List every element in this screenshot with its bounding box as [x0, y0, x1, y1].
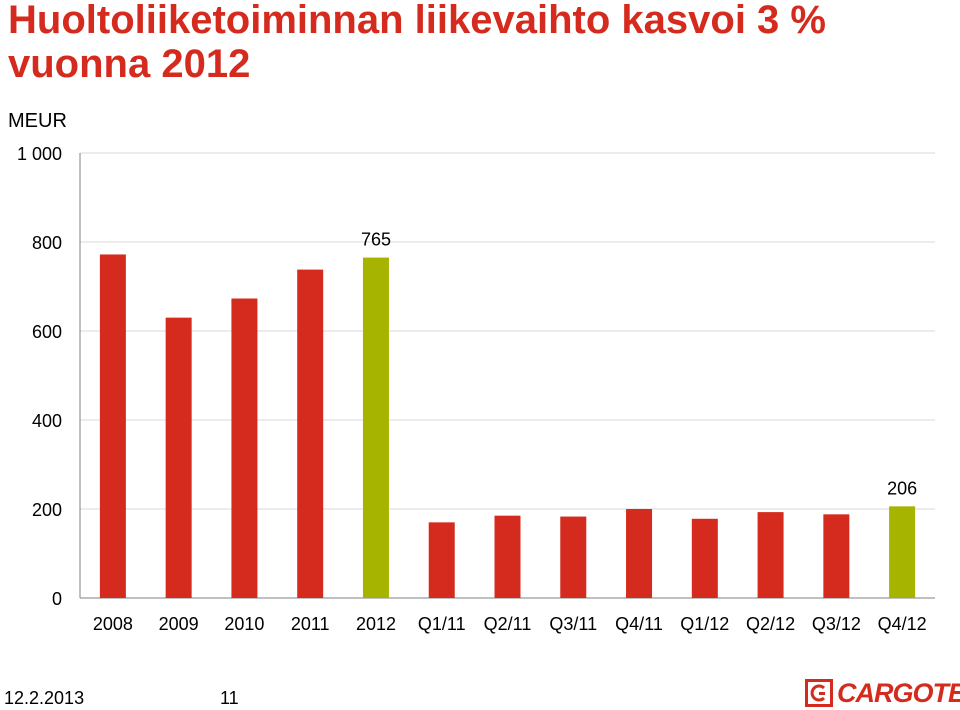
- bar-2009: [165, 317, 192, 598]
- x-tick-label: 2012: [356, 614, 396, 634]
- x-tick-label: Q4/12: [878, 614, 927, 634]
- bar-q3-12: [823, 514, 850, 598]
- bar-q1-11: [428, 522, 455, 598]
- footer-date: 12.2.2013: [4, 688, 85, 708]
- x-tick-label: 2008: [93, 614, 133, 634]
- slide-title: Huoltoliiketoiminnan liikevaihto kasvoi …: [8, 0, 826, 86]
- y-tick-label: 200: [32, 500, 62, 520]
- y-tick-label: 800: [32, 233, 62, 253]
- bar-2010: [231, 298, 258, 598]
- bar-q1-12: [691, 518, 718, 598]
- bar-2008: [99, 254, 126, 598]
- y-tick-label: 0: [52, 589, 62, 609]
- y-tick-label: 400: [32, 411, 62, 431]
- x-tick-label: 2009: [159, 614, 199, 634]
- x-tick-label: Q3/11: [549, 614, 597, 634]
- x-tick-label: Q3/12: [812, 614, 861, 634]
- data-label: 206: [887, 478, 917, 498]
- bar-2011: [297, 269, 324, 598]
- cargotec-logo: CARGOTEC: [805, 678, 960, 708]
- x-tick-label: Q1/11: [418, 614, 466, 634]
- revenue-bar-chart: 0 200 400 600 800 1 000 2008 2009 2010 2011 2012 76…: [17, 144, 935, 634]
- y-tick-label: 1 000: [17, 144, 62, 164]
- data-label: 765: [361, 230, 391, 250]
- bar-q4-11: [626, 509, 653, 598]
- bar-q2-12: [757, 512, 784, 598]
- y-tick-label: 600: [32, 322, 62, 342]
- x-tick-label: 2011: [291, 614, 330, 634]
- x-tick-label: Q4/11: [615, 614, 663, 634]
- cargotec-logo-icon: [805, 679, 833, 707]
- x-tick-label: 2010: [224, 614, 264, 634]
- y-axis-unit-label: MEUR: [8, 110, 67, 132]
- bar-2012: [362, 257, 389, 598]
- logo-text: CARGOTEC: [837, 677, 960, 708]
- x-tick-label: Q2/11: [484, 614, 532, 634]
- bar-q3-11: [560, 516, 587, 598]
- x-tick-label: Q1/12: [680, 614, 729, 634]
- bar-q4-12: [889, 506, 916, 598]
- x-tick-label: Q2/12: [746, 614, 795, 634]
- bar-q2-11: [494, 515, 521, 598]
- page-number: 11: [220, 688, 239, 708]
